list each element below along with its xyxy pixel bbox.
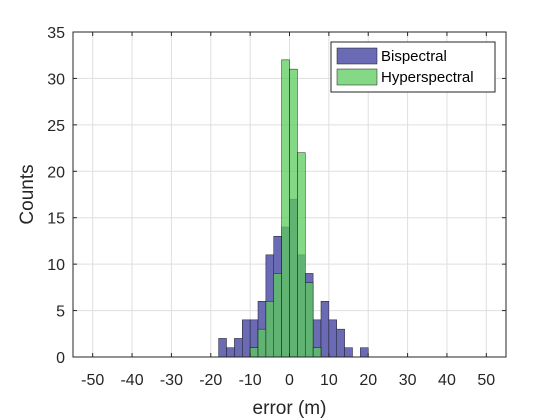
bar-bispectral — [242, 319, 251, 358]
bar-bispectral — [336, 328, 345, 358]
legend-swatch — [336, 68, 378, 86]
bar-bispectral — [234, 338, 243, 358]
y-tick-label: 35 — [47, 25, 65, 42]
histogram-bars — [218, 59, 369, 358]
legend-label: Bispectral — [381, 48, 447, 65]
bar-hyperspectral — [304, 282, 314, 358]
bar-hyperspectral — [249, 347, 259, 358]
bar-bispectral — [344, 347, 353, 358]
y-tick-label: 0 — [56, 350, 65, 367]
bar-hyperspectral — [281, 59, 290, 358]
bar-hyperspectral — [257, 328, 267, 358]
bar-hyperspectral — [297, 152, 306, 358]
legend: Bispectral Hyperspectral — [330, 41, 496, 93]
x-axis-label: error (m) — [253, 398, 327, 419]
bar-bispectral — [320, 301, 330, 358]
x-tick-label: 50 — [477, 372, 495, 389]
bar-hyperspectral — [312, 347, 322, 358]
x-tick-label: -10 — [239, 372, 262, 389]
x-tick-label: 0 — [285, 372, 294, 389]
x-tick-label: 10 — [320, 372, 338, 389]
bar-hyperspectral — [273, 273, 282, 358]
bar-bispectral — [360, 347, 369, 358]
x-tick-label: 40 — [438, 372, 456, 389]
y-tick-label: 25 — [47, 118, 65, 135]
y-tick-label: 5 — [56, 304, 65, 321]
y-tick-label: 30 — [47, 71, 65, 88]
legend-label: Hyperspectral — [381, 69, 474, 86]
bar-bispectral — [226, 347, 235, 358]
y-axis-label: Counts — [17, 164, 38, 224]
x-tick-label: -20 — [199, 372, 222, 389]
x-tick-label: -30 — [160, 372, 183, 389]
x-tick-label: 20 — [359, 372, 377, 389]
y-tick-label: 10 — [47, 257, 65, 274]
y-tick-label: 15 — [47, 211, 65, 228]
bar-bispectral — [218, 338, 227, 358]
legend-swatch — [336, 47, 378, 65]
bar-hyperspectral — [265, 301, 275, 358]
x-tick-label: -40 — [120, 372, 143, 389]
bar-hyperspectral — [289, 68, 298, 358]
axis-ticks: -50 -40 -30 -20 -10 0 10 20 30 40 50 0 5 10 15 20 25 30 35 — [47, 25, 506, 389]
bar-bispectral — [328, 319, 337, 358]
y-tick-label: 20 — [47, 164, 65, 181]
x-tick-label: -50 — [81, 372, 104, 389]
x-tick-label: 30 — [399, 372, 417, 389]
